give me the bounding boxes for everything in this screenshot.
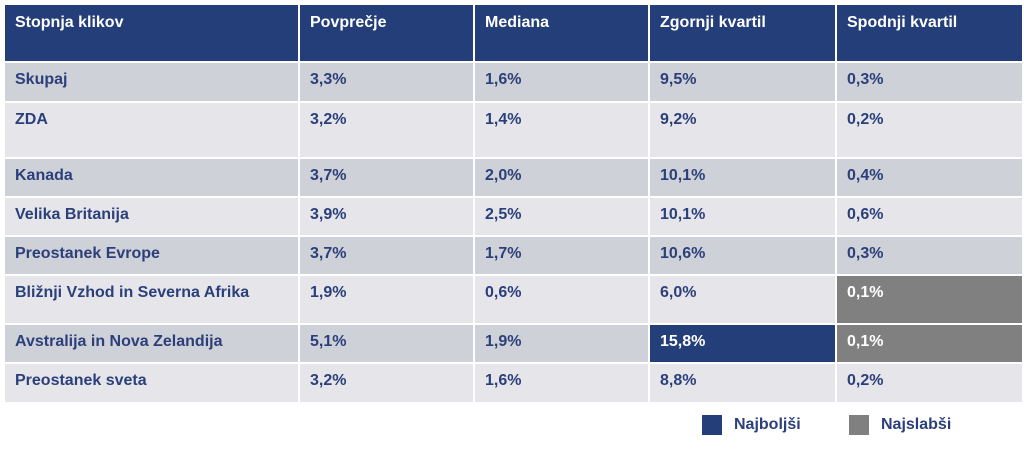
cell-value: 6,0% [648, 274, 837, 325]
cell-value: 2,5% [473, 196, 650, 237]
table-row: Bližnji Vzhod in Severna Afrika 1,9% 0,6… [3, 274, 1024, 325]
cell-value: 3,7% [298, 157, 475, 198]
row-label: Kanada [3, 157, 300, 198]
column-header: Zgornji kvartil [648, 3, 837, 63]
cell-value: 10,1% [648, 157, 837, 198]
cell-value: 9,5% [648, 61, 837, 103]
cell-value: 0,4% [835, 157, 1024, 198]
table-row: ZDA 3,2% 1,4% 9,2% 0,2% [3, 101, 1024, 159]
column-header: Stopnja klikov [3, 3, 300, 63]
legend-swatch-best [702, 415, 722, 435]
cell-value: 1,7% [473, 235, 650, 276]
legend-label-best: Najboljši [734, 416, 801, 433]
cell-value: 1,6% [473, 61, 650, 103]
cell-value: 10,1% [648, 196, 837, 237]
cell-value: 0,2% [835, 362, 1024, 404]
cell-value: 1,9% [473, 323, 650, 364]
cell-value: 2,0% [473, 157, 650, 198]
cell-value-best: 15,8% [648, 323, 837, 364]
cell-value: 0,6% [473, 274, 650, 325]
column-header: Mediana [473, 3, 650, 63]
legend-swatch-worst [849, 415, 869, 435]
table-row: Kanada 3,7% 2,0% 10,1% 0,4% [3, 157, 1024, 198]
cell-value: 10,6% [648, 235, 837, 276]
row-label: Avstralija in Nova Zelandija [3, 323, 300, 364]
table-row: Skupaj 3,3% 1,6% 9,5% 0,3% [3, 61, 1024, 103]
cell-value: 3,3% [298, 61, 475, 103]
cell-value-worst: 0,1% [835, 323, 1024, 364]
cell-value: 1,9% [298, 274, 475, 325]
header-row: Stopnja klikov Povprečje Mediana Zgornji… [3, 3, 1024, 63]
cell-value: 0,3% [835, 61, 1024, 103]
row-label: Preostanek Evrope [3, 235, 300, 276]
cell-value: 3,2% [298, 362, 475, 404]
cell-value: 1,6% [473, 362, 650, 404]
cell-value: 8,8% [648, 362, 837, 404]
cell-value: 0,3% [835, 235, 1024, 276]
legend: Najboljši Najslabši [0, 415, 1024, 439]
cell-value: 1,4% [473, 101, 650, 159]
legend-item-best: Najboljši [702, 415, 801, 435]
legend-item-worst: Najslabši [849, 415, 951, 435]
cell-value: 0,2% [835, 101, 1024, 159]
row-label: ZDA [3, 101, 300, 159]
table-row: Avstralija in Nova Zelandija 5,1% 1,9% 1… [3, 323, 1024, 364]
cell-value: 3,7% [298, 235, 475, 276]
cell-value: 9,2% [648, 101, 837, 159]
cell-value: 0,6% [835, 196, 1024, 237]
legend-label-worst: Najslabši [881, 416, 952, 433]
cell-value: 5,1% [298, 323, 475, 364]
row-label: Bližnji Vzhod in Severna Afrika [3, 274, 300, 325]
click-rate-table: Stopnja klikov Povprečje Mediana Zgornji… [3, 3, 1024, 404]
row-label: Velika Britanija [3, 196, 300, 237]
table-row: Velika Britanija 3,9% 2,5% 10,1% 0,6% [3, 196, 1024, 237]
table-row: Preostanek sveta 3,2% 1,6% 8,8% 0,2% [3, 362, 1024, 404]
cell-value-worst: 0,1% [835, 274, 1024, 325]
cell-value: 3,9% [298, 196, 475, 237]
cell-value: 3,2% [298, 101, 475, 159]
row-label: Preostanek sveta [3, 362, 300, 404]
table-row: Preostanek Evrope 3,7% 1,7% 10,6% 0,3% [3, 235, 1024, 276]
column-header: Povprečje [298, 3, 475, 63]
column-header: Spodnji kvartil [835, 3, 1024, 63]
row-label: Skupaj [3, 61, 300, 103]
